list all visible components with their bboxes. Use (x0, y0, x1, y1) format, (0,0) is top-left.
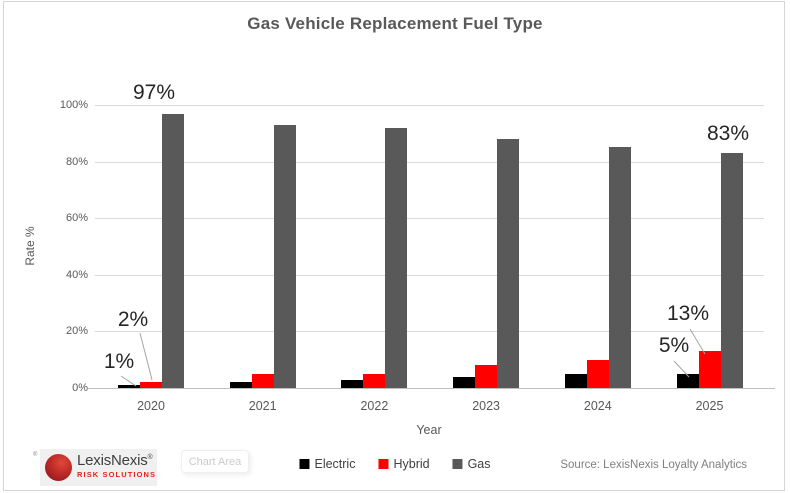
bar-gas-2021[interactable] (273, 124, 296, 388)
sphere-registered-mark: ® (33, 452, 38, 458)
annotation-gas-2025: 83% (706, 122, 750, 145)
legend-label: Electric (314, 457, 356, 471)
legend-item-electric[interactable]: Electric (299, 457, 355, 471)
bar-gas-2025[interactable] (720, 153, 743, 388)
bar-hybrid-2025[interactable] (698, 351, 721, 388)
bar-hybrid-2024[interactable] (586, 359, 609, 388)
annotation-hybrid-2020: 2% (117, 308, 149, 331)
bar-hybrid-2021[interactable] (251, 373, 274, 388)
legend-swatch-icon (452, 459, 463, 469)
bar-electric-2020[interactable] (118, 385, 140, 388)
legend-swatch-icon (299, 459, 310, 469)
x-tick-label-2020: 2020 (137, 399, 165, 413)
y-tick-label: 40% (65, 268, 88, 281)
chart-area-tooltip: Chart Area (181, 450, 249, 473)
x-tick-label-2025: 2025 (695, 399, 724, 413)
annotation-hybrid-2025: 13% (666, 302, 710, 325)
bar-electric-2023[interactable] (453, 376, 476, 388)
bar-electric-2024[interactable] (564, 373, 587, 388)
bar-gas-2022[interactable] (385, 127, 408, 388)
gridline (95, 161, 764, 163)
lexisnexis-sphere-icon (45, 454, 72, 481)
y-tick-label: 20% (65, 325, 88, 338)
bar-gas-2023[interactable] (497, 138, 520, 388)
logo-subtitle: RISK SOLUTIONS (77, 470, 157, 479)
annotation-electric-2025: 5% (658, 334, 690, 357)
bar-gas-2020[interactable] (162, 113, 184, 388)
y-axis-title: Rate % (23, 226, 37, 266)
annotation-electric-2020: 1% (103, 350, 135, 373)
x-tick-label-2023: 2023 (472, 399, 500, 413)
legend-label: Gas (467, 457, 491, 471)
gridline (95, 105, 764, 106)
gridline (95, 274, 764, 276)
legend-label: Hybrid (393, 457, 430, 471)
x-axis-title: Year (416, 423, 442, 437)
bar-hybrid-2022[interactable] (363, 373, 386, 388)
x-tick-label-2021: 2021 (248, 399, 277, 413)
chart-legend: Electric Hybrid Gas (299, 457, 491, 471)
registered-mark: ® (147, 454, 153, 461)
y-tick-label: 80% (65, 155, 88, 168)
bar-hybrid-2020[interactable] (140, 382, 162, 388)
legend-item-hybrid[interactable]: Hybrid (378, 457, 430, 471)
bar-electric-2022[interactable] (341, 379, 364, 388)
lexisnexis-logo: LexisNexis® RISK SOLUTIONS (40, 449, 157, 486)
bar-gas-2024[interactable] (608, 147, 631, 388)
gridline (95, 218, 764, 220)
x-tick-label-2022: 2022 (360, 399, 389, 413)
bar-electric-2021[interactable] (229, 382, 252, 388)
chart-title: Gas Vehicle Replacement Fuel Type (247, 14, 543, 33)
plot-area[interactable] (95, 105, 764, 388)
x-tick-label-2024: 2024 (583, 399, 612, 413)
chart-area-tooltip-label: Chart Area (188, 455, 242, 468)
y-tick-label: 100% (59, 99, 88, 111)
lexisnexis-logo-text: LexisNexis® RISK SOLUTIONS (77, 453, 156, 479)
annotation-gas-2020: 97% (132, 81, 176, 104)
gridline (95, 331, 764, 333)
y-tick-label: 60% (65, 212, 88, 225)
bar-hybrid-2023[interactable] (475, 365, 498, 388)
source-text: Source: LexisNexis Loyalty Analytics (560, 459, 747, 471)
legend-swatch-icon (378, 459, 389, 469)
logo-name: LexisNexis (77, 452, 148, 469)
bar-electric-2025[interactable] (676, 373, 699, 388)
x-axis-line (88, 388, 775, 389)
y-tick-label: 0% (72, 382, 88, 394)
legend-item-gas[interactable]: Gas (452, 457, 491, 471)
